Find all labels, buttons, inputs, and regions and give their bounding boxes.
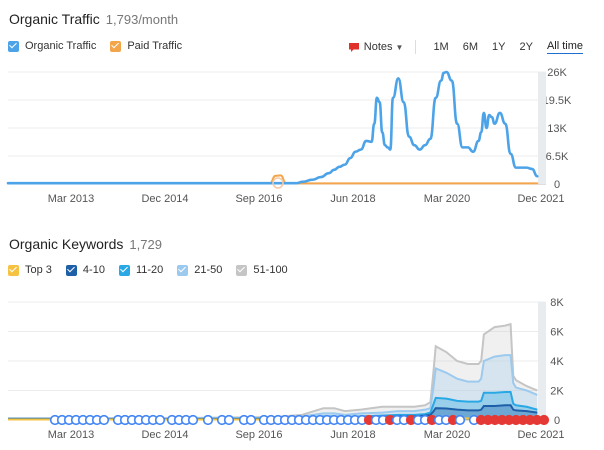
- keywords-legend: Top 3 4-10 11-20 21-50 51-100: [8, 264, 302, 276]
- keywords-x-tick-label: Mar 2013: [48, 429, 94, 441]
- traffic-legend: Organic Traffic Paid Traffic: [8, 40, 196, 52]
- organic-keywords-metric: 1,729: [129, 237, 162, 252]
- organic-traffic-checkbox[interactable]: [8, 40, 19, 52]
- legend-paid-traffic-label: Paid Traffic: [127, 40, 183, 52]
- traffic-y-tick-label: 6.5K: [546, 151, 569, 163]
- traffic-current-period-band: [538, 72, 546, 184]
- legend-51-100-label: 51-100: [253, 264, 288, 276]
- 4-10-checkbox[interactable]: [65, 264, 77, 276]
- paid-traffic-checkbox[interactable]: [110, 40, 122, 52]
- chevron-down-icon: ▼: [395, 42, 404, 52]
- keywords-area-51-100: [8, 324, 538, 420]
- 11-20-checkbox[interactable]: [118, 264, 130, 276]
- keywords-x-tick-label: Dec 2014: [141, 429, 188, 441]
- notes-label: Notes: [363, 41, 393, 53]
- legend-21-50-label: 21-50: [194, 264, 223, 276]
- google-update-marker[interactable]: [245, 414, 257, 426]
- legend-4-10[interactable]: 4-10: [65, 264, 105, 276]
- keywords-y-tick-label: 2K: [550, 386, 564, 398]
- keywords-current-period-band: [538, 302, 546, 420]
- traffic-x-tick-label: Jun 2018: [330, 193, 375, 205]
- keywords-x-tick-label: Mar 2020: [424, 429, 470, 441]
- traffic-x-tick-label: Sep 2016: [235, 193, 282, 205]
- keywords-x-tick-label: Sep 2016: [235, 429, 282, 441]
- google-update-marker[interactable]: [454, 414, 466, 426]
- traffic-y-tick-label: 26K: [547, 67, 567, 79]
- note-marker[interactable]: [272, 177, 284, 189]
- keywords-line-51-100: [8, 322, 538, 420]
- speech-bubble-icon: [348, 42, 359, 52]
- google-update-marker[interactable]: [154, 414, 166, 426]
- range-all-time[interactable]: All time: [546, 40, 583, 54]
- organic-keywords-chart[interactable]: 0 2K 4K 6K 8K Mar 2013 Dec 2014 Sep 2016 Jun 201…: [0, 290, 604, 445]
- legend-51-100[interactable]: 51-100: [236, 264, 288, 276]
- keywords-x-tick-label: Dec 2021: [517, 429, 564, 441]
- legend-organic-traffic[interactable]: Organic Traffic: [8, 40, 96, 52]
- organic-traffic-heading: Organic Traffic: [9, 11, 100, 27]
- organic-keywords-title: Organic Keywords 1,729: [9, 236, 162, 252]
- range-1m[interactable]: 1M: [433, 41, 449, 53]
- range-2y[interactable]: 2Y: [519, 41, 533, 53]
- organic-traffic-title: Organic Traffic 1,793/month: [9, 11, 178, 27]
- keywords-y-tick-label: 0: [554, 415, 560, 427]
- google-update-marker[interactable]: [187, 414, 199, 426]
- keywords-line-21-50: [8, 354, 538, 420]
- traffic-x-tick-label: Mar 2013: [48, 193, 94, 205]
- keywords-y-tick-label: 6K: [550, 327, 564, 339]
- legend-top-3[interactable]: Top 3: [8, 264, 52, 276]
- organic-traffic-metric: 1,793/month: [105, 12, 179, 27]
- traffic-y-tick-label: 0: [554, 179, 560, 191]
- legend-organic-traffic-label: Organic Traffic: [25, 40, 97, 52]
- keywords-y-tick-label: 4K: [550, 356, 564, 368]
- google-update-marker[interactable]: [98, 414, 110, 426]
- legend-21-50[interactable]: 21-50: [177, 264, 222, 276]
- top-3-checkbox[interactable]: [8, 264, 19, 276]
- keywords-y-tick-label: 8K: [550, 297, 564, 309]
- legend-4-10-label: 4-10: [82, 264, 105, 276]
- red-event-marker[interactable]: [538, 414, 550, 426]
- 21-50-checkbox[interactable]: [177, 264, 189, 276]
- legend-11-20-label: 11-20: [135, 264, 164, 276]
- traffic-y-tick-label: 13K: [547, 123, 567, 135]
- toolbar-divider: [415, 40, 417, 54]
- 51-100-checkbox[interactable]: [236, 264, 248, 276]
- range-6m[interactable]: 6M: [462, 41, 478, 53]
- traffic-y-tick-label: 19.5K: [543, 95, 572, 107]
- legend-paid-traffic[interactable]: Paid Traffic: [110, 40, 182, 52]
- organic-keywords-heading: Organic Keywords: [9, 236, 124, 252]
- notes-dropdown[interactable]: Notes ▼: [348, 41, 404, 53]
- keywords-x-tick-label: Jun 2018: [330, 429, 375, 441]
- traffic-x-tick-label: Dec 2021: [517, 193, 564, 205]
- legend-11-20[interactable]: 11-20: [118, 264, 164, 276]
- traffic-x-tick-label: Dec 2014: [141, 193, 188, 205]
- range-1y[interactable]: 1Y: [492, 41, 506, 53]
- google-update-marker[interactable]: [202, 414, 214, 426]
- chart-toolbar: Notes ▼ 1M 6M 1Y 2Y All time: [348, 40, 590, 54]
- organic-traffic-line: [6, 70, 539, 185]
- legend-top-3-label: Top 3: [25, 264, 52, 276]
- traffic-x-tick-label: Mar 2020: [424, 193, 470, 205]
- google-update-marker[interactable]: [223, 414, 235, 426]
- organic-traffic-chart[interactable]: 0 6.5K 13K 19.5K 26K Mar 2013 Dec 2014 Sep 2016…: [0, 58, 604, 208]
